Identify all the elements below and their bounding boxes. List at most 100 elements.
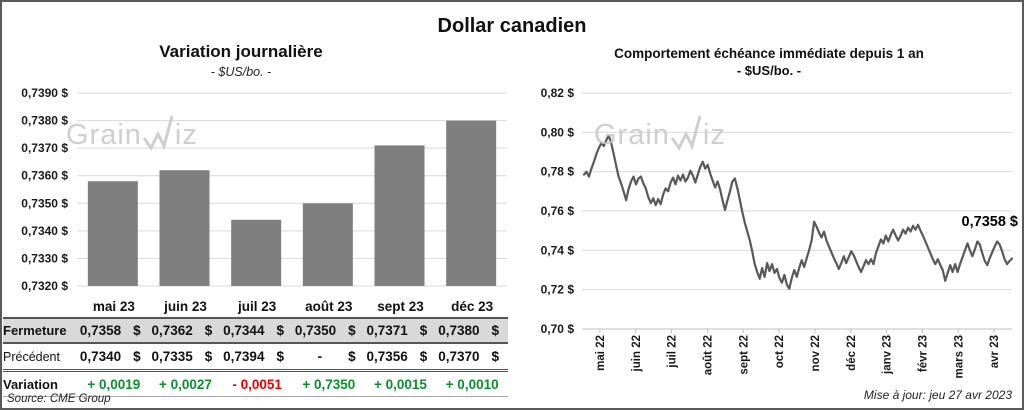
- variation-value: + 0,0027: [149, 370, 222, 397]
- summary-table: mai 23 juin 23 juil 23 août 23 sept 23 déc 23…: [3, 295, 508, 397]
- bar-sept 23: [374, 145, 425, 286]
- updated-note: Mise à jour: jeu 27 avr 2023: [863, 388, 1012, 402]
- table-corner-cell: [3, 295, 78, 318]
- month-header: sept 23: [377, 298, 424, 314]
- month-header: juil 23: [238, 298, 277, 314]
- table-cell: 0,7335 $: [149, 343, 222, 372]
- month-header: mai 23: [92, 298, 135, 314]
- y-axis-label: 0,7340 $: [21, 224, 68, 238]
- line-chart: 0,82 $ 0,80 $ 0,78 $ 0,76 $ 0,74 $ 0,72 $ 0,70…: [541, 86, 1014, 378]
- line-chart-title: Comportement échéance immédiate depuis 1…: [614, 46, 924, 61]
- currency-symbol: $: [133, 323, 141, 338]
- table-cell: 0,7350 $: [292, 317, 365, 344]
- x-axis-label: juin 22: [631, 335, 643, 372]
- table-cell: 0,7362 $: [149, 317, 222, 344]
- month-header: juin 23: [164, 298, 207, 314]
- y-axis-label: 0,74 $: [541, 243, 575, 257]
- cell-value: 0,7362: [151, 323, 193, 338]
- y-axis-label: 0,7320 $: [21, 279, 68, 293]
- cell-value: 0,7358: [79, 323, 122, 338]
- table-row-variation: Variation + 0,0019 + 0,0027- 0,0051 + 0,735…: [3, 370, 508, 397]
- row-label: Fermeture: [3, 317, 78, 344]
- x-axis-label: juil 22: [667, 335, 679, 369]
- price-line: [582, 134, 1014, 290]
- variation-value: + 0,0015: [364, 370, 437, 397]
- y-axis-label: 0,76 $: [541, 204, 575, 218]
- row-label: Précédent: [3, 343, 78, 372]
- x-axis-label: mars 23: [953, 335, 965, 378]
- y-axis-label: 0,7350 $: [21, 196, 68, 210]
- y-axis-label: 0,7360 $: [21, 169, 68, 183]
- line-chart-subtitle: - $US/bo. -: [736, 63, 802, 78]
- currency-symbol: $: [491, 349, 499, 364]
- cell-value: 0,7350: [294, 323, 337, 338]
- bar-déc 23: [446, 120, 497, 286]
- y-axis-label: 0,82 $: [541, 86, 575, 100]
- currency-symbol: $: [348, 323, 356, 338]
- bar-juin 23: [159, 170, 210, 286]
- x-axis-label: janv 23: [882, 335, 894, 375]
- variation-value: + 0,7350: [292, 370, 365, 397]
- x-axis-label: août 22: [702, 335, 714, 375]
- y-axis-label: 0,78 $: [541, 165, 575, 179]
- bar-août 23: [302, 203, 353, 286]
- currency-symbol: $: [204, 323, 213, 338]
- table-header-row: mai 23 juin 23 juil 23 août 23 sept 23 déc 23: [3, 295, 508, 318]
- y-axis-label: 0,72 $: [541, 283, 575, 297]
- currency-symbol: $: [419, 349, 428, 364]
- cell-value: 0,7335: [151, 349, 193, 364]
- cell-value: 0,7370: [438, 349, 480, 364]
- variation-value: - 0,0051: [221, 370, 293, 397]
- variation-value: + 0,0019: [78, 370, 150, 397]
- table-cell: 0,7380 $: [436, 317, 508, 344]
- variation-value: + 0,0010: [436, 370, 508, 397]
- x-axis-label: oct 22: [774, 335, 786, 368]
- y-axis-label: 0,7370 $: [21, 141, 68, 155]
- table-cell: 0,7340 $: [78, 343, 150, 372]
- table-cell: 0,7356 $: [364, 343, 437, 372]
- currency-symbol: $: [276, 323, 284, 338]
- y-axis-label: 0,70 $: [541, 322, 575, 336]
- x-axis-label: févr 23: [917, 335, 929, 372]
- table-cell: 0,7344 $: [221, 317, 293, 344]
- currency-symbol: $: [204, 349, 213, 364]
- last-value-annotation: 0,7358 $: [961, 214, 1018, 230]
- month-header: août 23: [305, 298, 353, 314]
- y-axis-label: 0,7380 $: [21, 114, 68, 128]
- currency-symbol: $: [419, 323, 428, 338]
- cell-value: -: [317, 349, 323, 364]
- table-cell: 0,7370 $: [436, 343, 508, 372]
- x-axis-label: sept 22: [738, 335, 750, 375]
- x-axis-label: mai 22: [595, 335, 607, 371]
- table-row-precedent: Précédent 0,7340 $0,7335 $0,7394 $ - $0,7356 $0…: [3, 343, 508, 372]
- table-cell: - $: [292, 343, 365, 372]
- currency-symbol: $: [491, 323, 499, 338]
- cell-value: 0,7394: [223, 349, 265, 364]
- table-cell: 0,7394 $: [221, 343, 293, 372]
- bar-juil 23: [231, 219, 282, 286]
- cell-value: 0,7344: [223, 323, 265, 338]
- y-axis-label: 0,7390 $: [21, 86, 68, 100]
- month-header: déc 23: [451, 298, 494, 314]
- currency-symbol: $: [348, 349, 356, 364]
- currency-symbol: $: [133, 349, 141, 364]
- table-cell: 0,7358 $: [78, 317, 150, 344]
- x-axis-label: nov 22: [810, 335, 822, 371]
- bar-mai 23: [87, 181, 138, 286]
- cell-value: 0,7340: [79, 349, 122, 364]
- bar-chart-title: Variation journalière: [159, 42, 323, 61]
- source-note: Source: CME Group: [7, 393, 111, 405]
- row-label: Variation: [3, 370, 78, 397]
- currency-symbol: $: [276, 349, 284, 364]
- cell-value: 0,7356: [366, 349, 408, 364]
- page-title: Dollar canadien: [437, 15, 587, 37]
- bar-chart: 0,7390 $ 0,7380 $ 0,7370 $ 0,7360 $ 0,7350 $…: [21, 86, 507, 293]
- cell-value: 0,7371: [366, 323, 408, 338]
- x-axis-label: avr 23: [989, 335, 1001, 368]
- y-axis-label: 0,7330 $: [21, 251, 68, 265]
- bar-chart-subtitle: - $US/bo. -: [210, 65, 272, 79]
- y-axis-label: 0,80 $: [541, 125, 575, 139]
- cell-value: 0,7380: [438, 323, 480, 338]
- x-axis-label: déc 22: [846, 335, 858, 371]
